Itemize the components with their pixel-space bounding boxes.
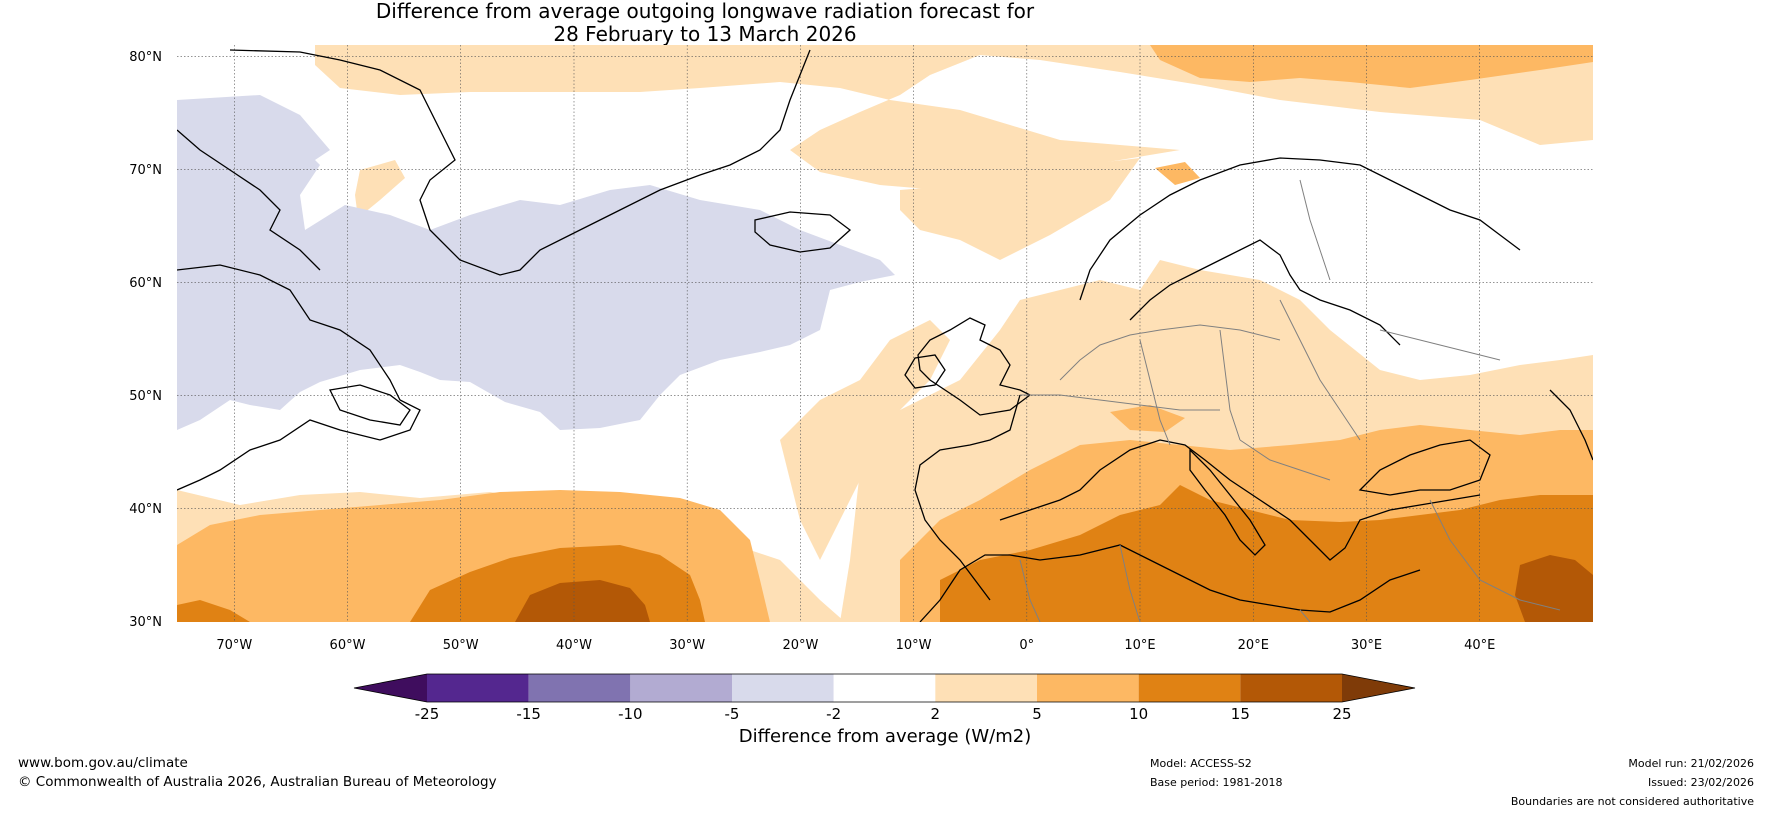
graticule: [177, 45, 1593, 622]
lat-label: 70°N: [129, 163, 162, 178]
black-sea-coastline: [1358, 439, 1491, 496]
colorbar-segment: [630, 674, 732, 702]
title-line-1: Difference from average outgoing longwav…: [375, 0, 1035, 23]
anomaly-region-barents-orange: [1155, 162, 1200, 185]
lat-label: 30°N: [129, 615, 162, 630]
anomaly-region-baffin-purple: [177, 95, 330, 212]
colorbar-extend-high: [1342, 674, 1415, 702]
baltic-coastline: [1129, 239, 1401, 346]
border-9: [1119, 544, 1141, 622]
colorbar-outline: [353, 673, 1416, 703]
lon-label: 0°: [1019, 638, 1034, 653]
lon-label: 30°W: [669, 638, 705, 653]
lon-label: 70°W: [216, 638, 252, 653]
border-7: [1379, 329, 1501, 361]
colorbar-tick-label: 25: [1332, 705, 1351, 723]
anomaly-region-arctic-orange: [1150, 45, 1593, 88]
anomaly-region-north-africa-dark-orange: [940, 485, 1593, 622]
colorbar-tick-label: 15: [1231, 705, 1250, 723]
lon-label: 20°E: [1238, 638, 1269, 653]
colorbar-tick-label: -15: [516, 705, 541, 723]
colorbar-segment: [528, 674, 631, 702]
europe-atlantic-coastline: [914, 394, 1021, 601]
lat-label: 40°N: [129, 502, 162, 517]
colorbar-tick-label: -10: [618, 705, 643, 723]
colorbar-segment: [935, 674, 1037, 702]
greenland-coastline: [229, 49, 811, 276]
italy-coastline: [1189, 448, 1266, 556]
anomaly-field: [177, 45, 1593, 622]
border-6: [1299, 179, 1331, 281]
ireland-coastline: [904, 354, 946, 389]
anomaly-region-north-light-orange: [315, 45, 1593, 195]
colorbar-tick-label: 2: [931, 705, 941, 723]
coastlines: [177, 49, 1593, 622]
uk-ireland-coastline: [917, 317, 1032, 416]
caspian-coastline: [1549, 389, 1593, 461]
colorbar-extend-low: [354, 674, 427, 702]
anomaly-region-iceland-light-orange: [355, 160, 405, 218]
anomaly-region-atlantic-light-orange: [780, 320, 950, 560]
website-text: www.bom.gov.au/climate: [18, 755, 188, 771]
border-11: [1429, 499, 1561, 611]
border-12: [1239, 439, 1331, 481]
country-borders: [1019, 179, 1561, 622]
lon-label: 60°W: [330, 638, 366, 653]
border-8: [1019, 559, 1041, 622]
model-run-text: Model run: 21/02/2026: [1628, 757, 1754, 770]
border-1: [1020, 394, 1220, 411]
anomaly-region-alps-orange: [1110, 405, 1185, 432]
labrador-coastline: [177, 264, 421, 491]
anomaly-region-middle-east-brown: [1515, 555, 1593, 622]
lat-label: 50°N: [129, 389, 162, 404]
lon-label: 10°W: [896, 638, 932, 653]
lon-label: 10°E: [1124, 638, 1155, 653]
longitude-labels: 70°W 60°W 50°W 40°W 30°W 20°W 10°W 0° 10…: [216, 638, 1495, 653]
border-5: [1279, 299, 1361, 441]
scandinavia-coastline: [1079, 157, 1521, 301]
lon-label: 40°E: [1464, 638, 1495, 653]
base-period-text: Base period: 1981-2018: [1150, 776, 1283, 789]
border-4: [1219, 329, 1241, 441]
latitude-labels: 80°N 70°N 60°N 50°N 40°N 30°N: [129, 50, 162, 630]
lon-label: 50°W: [443, 638, 479, 653]
north-africa-coastline: [919, 544, 1421, 622]
anomaly-region-atlantic-brown: [515, 580, 650, 622]
colorbar-segment: [1037, 674, 1139, 702]
lat-label: 80°N: [129, 50, 162, 65]
lon-label: 30°E: [1351, 638, 1382, 653]
colorbar-segment: [427, 674, 529, 702]
map-title: Difference from average outgoing longwav…: [0, 0, 1410, 46]
copyright-text: © Commonwealth of Australia 2026, Austra…: [18, 774, 497, 790]
colorbar-tick-label: -5: [725, 705, 740, 723]
colorbar-segment: [732, 674, 834, 702]
colorbar-tick-label: 10: [1129, 705, 1148, 723]
colorbar-segment: [833, 674, 936, 702]
colorbar-tick-label: -2: [826, 705, 841, 723]
arctic-islands-coastline: [177, 129, 321, 271]
lon-label: 40°W: [556, 638, 592, 653]
iceland-coastline: [754, 211, 852, 253]
border-2: [1059, 324, 1281, 381]
mediterranean-north-coastline: [999, 439, 1481, 561]
disclaimer-text: Boundaries are not considered authoritat…: [1510, 795, 1754, 808]
lat-label: 60°N: [129, 276, 162, 291]
border-10: [1299, 609, 1311, 622]
border-3: [1139, 339, 1171, 446]
model-text: Model: ACCESS-S2: [1150, 757, 1252, 770]
anomaly-region-norway-sea-light-orange: [900, 158, 1140, 260]
colorbar-segment: [1138, 674, 1241, 702]
newfoundland-coastline: [329, 384, 411, 426]
colorbar-tick-label: -25: [415, 705, 440, 723]
colorbar-tick-label: 5: [1032, 705, 1042, 723]
colorbar-segment: [1240, 674, 1342, 702]
issued-text: Issued: 23/02/2026: [1647, 776, 1754, 789]
lon-label: 20°W: [782, 638, 818, 653]
colorbar: -25 -15 -10 -5 -2 2 5 10 15 25: [353, 673, 1416, 723]
title-line-2: 28 February to 13 March 2026: [553, 22, 857, 46]
colorbar-label: Difference from average (W/m2): [738, 726, 1032, 747]
anomaly-region-labrador-purple: [177, 98, 895, 430]
